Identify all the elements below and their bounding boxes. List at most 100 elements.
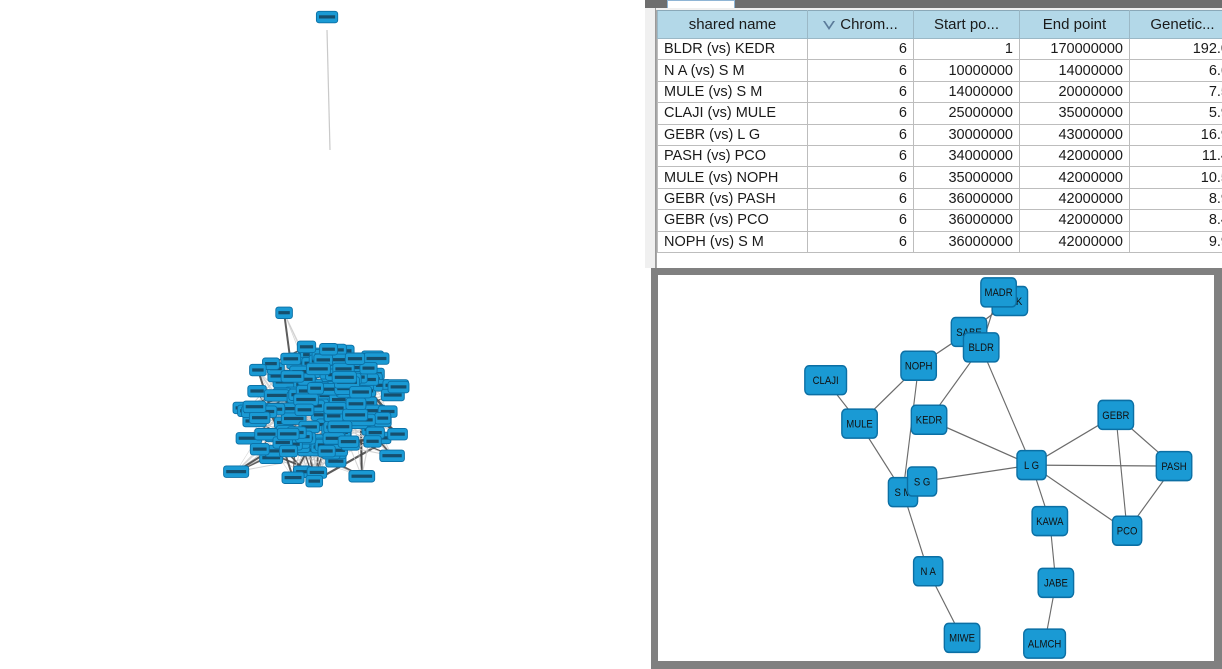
main-network-node[interactable] [249,363,267,377]
main-network-node[interactable] [223,465,250,478]
main-network-node[interactable] [276,427,300,441]
sub-network-edge[interactable] [1031,464,1128,532]
main-network-node[interactable] [344,352,366,365]
main-network-node[interactable] [342,408,369,422]
main-network-node[interactable] [359,361,378,375]
table-cell-start_point[interactable]: 35000000 [913,166,1020,189]
table-cell-chromosome[interactable]: 6 [807,102,914,125]
sub-network-node[interactable]: MIWE [943,622,981,654]
table-cell-shared_name[interactable]: MULE (vs) NOPH [657,166,808,189]
main-network-node[interactable] [345,397,367,411]
main-network-node[interactable] [305,474,324,488]
table-cell-shared_name[interactable]: PASH (vs) PCO [657,144,808,168]
main-network-node[interactable] [294,403,315,417]
table-cell-shared_name[interactable]: BLDR (vs) KEDR [657,37,808,61]
table-cell-genetic[interactable]: 11.4 [1129,144,1222,168]
sub-network-node[interactable]: BLDR [962,332,1000,363]
sub-network-edge[interactable] [980,347,1033,466]
sub-network-node[interactable]: N A [912,556,944,587]
sub-network-node[interactable]: KAWA [1031,505,1069,537]
main-network-node[interactable] [281,471,305,484]
table-cell-end_point[interactable]: 14000000 [1019,59,1130,82]
main-network-node[interactable] [247,384,267,398]
main-network-panel[interactable] [0,0,645,669]
main-network-node[interactable] [379,449,405,463]
table-cell-start_point[interactable]: 36000000 [913,209,1020,232]
main-network-node[interactable] [280,370,305,383]
table-cell-genetic[interactable]: 8.4 [1129,209,1222,232]
table-cell-chromosome[interactable]: 6 [807,209,914,232]
table-left-gutter[interactable] [645,8,656,268]
edge-table[interactable]: shared name Chrom... Start po... End poi… [657,10,1222,253]
table-cell-start_point[interactable]: 14000000 [913,80,1020,104]
table-cell-shared_name[interactable]: GEBR (vs) PCO [657,209,808,232]
table-cell-start_point[interactable]: 30000000 [913,123,1020,146]
sub-network-canvas[interactable]: JOAKSABENOPHCLAJIMULES MN AMIWEMADRBLDRK… [658,275,1214,661]
table-cell-end_point[interactable]: 170000000 [1019,37,1130,61]
main-network-canvas[interactable] [0,0,645,669]
main-network-node[interactable] [387,380,410,394]
table-cell-start_point[interactable]: 1 [913,37,1020,61]
table-cell-start_point[interactable]: 34000000 [913,144,1020,168]
table-cell-end_point[interactable]: 42000000 [1019,209,1130,232]
table-cell-genetic[interactable]: 6.6 [1129,59,1222,82]
table-cell-shared_name[interactable]: CLAJI (vs) MULE [657,102,808,125]
sub-network-node[interactable]: CLAJI [804,364,848,396]
table-cell-genetic[interactable]: 9.9 [1129,230,1222,253]
main-network-node[interactable] [348,470,376,483]
sub-network-node[interactable]: GEBR [1097,399,1135,431]
main-network-node[interactable] [387,427,408,441]
table-cell-start_point[interactable]: 25000000 [913,102,1020,125]
table-cell-shared_name[interactable]: GEBR (vs) PASH [657,187,808,211]
main-network-node[interactable] [317,444,336,458]
table-tab-stub[interactable] [667,0,735,8]
main-network-node[interactable] [331,371,357,384]
main-network-node[interactable] [374,412,392,425]
sub-network-node[interactable]: PASH [1155,450,1193,482]
main-network-node[interactable] [319,343,338,356]
table-cell-shared_name[interactable]: GEBR (vs) L G [657,123,808,146]
main-network-nodes[interactable] [223,10,410,488]
table-cell-chromosome[interactable]: 6 [807,166,914,189]
table-cell-genetic[interactable]: 192.0 [1129,37,1222,61]
table-cell-shared_name[interactable]: N A (vs) S M [657,59,808,82]
table-cell-genetic[interactable]: 8.9 [1129,187,1222,211]
main-network-node[interactable] [275,306,293,320]
table-cell-start_point[interactable]: 36000000 [913,187,1020,211]
sub-network-edge[interactable] [922,464,1032,483]
main-network-node[interactable] [327,420,353,433]
main-network-node[interactable] [307,382,325,395]
table-cell-genetic[interactable]: 16.9 [1129,123,1222,146]
sub-network-node[interactable]: PCO [1111,515,1143,546]
table-cell-end_point[interactable]: 43000000 [1019,123,1130,146]
table-cell-end_point[interactable]: 42000000 [1019,144,1130,168]
main-network-node[interactable] [262,357,280,370]
column-header-start-point[interactable]: Start po... [913,10,1020,39]
table-cell-end_point[interactable]: 42000000 [1019,187,1130,211]
main-network-node[interactable] [363,435,382,448]
sub-network-node[interactable]: MADR [980,277,1017,308]
main-network-node[interactable] [315,10,339,24]
sub-network-node[interactable]: L G [1016,449,1047,481]
sub-network-node[interactable]: KEDR [910,404,948,435]
sub-network-node[interactable]: S G [906,466,938,497]
main-network-node[interactable] [337,435,360,448]
sub-network-node[interactable]: NOPH [900,350,938,381]
sub-network-node[interactable]: ALMCH [1023,628,1067,659]
table-cell-chromosome[interactable]: 6 [807,187,914,211]
main-network-edge[interactable] [326,29,331,151]
table-cell-chromosome[interactable]: 6 [807,230,914,253]
table-cell-genetic[interactable]: 5.9 [1129,102,1222,125]
sub-network-node[interactable]: JABE [1037,567,1075,599]
table-cell-chromosome[interactable]: 6 [807,144,914,168]
column-header-end-point[interactable]: End point [1019,10,1130,39]
table-cell-end_point[interactable]: 42000000 [1019,230,1130,253]
main-network-node[interactable] [349,385,372,399]
